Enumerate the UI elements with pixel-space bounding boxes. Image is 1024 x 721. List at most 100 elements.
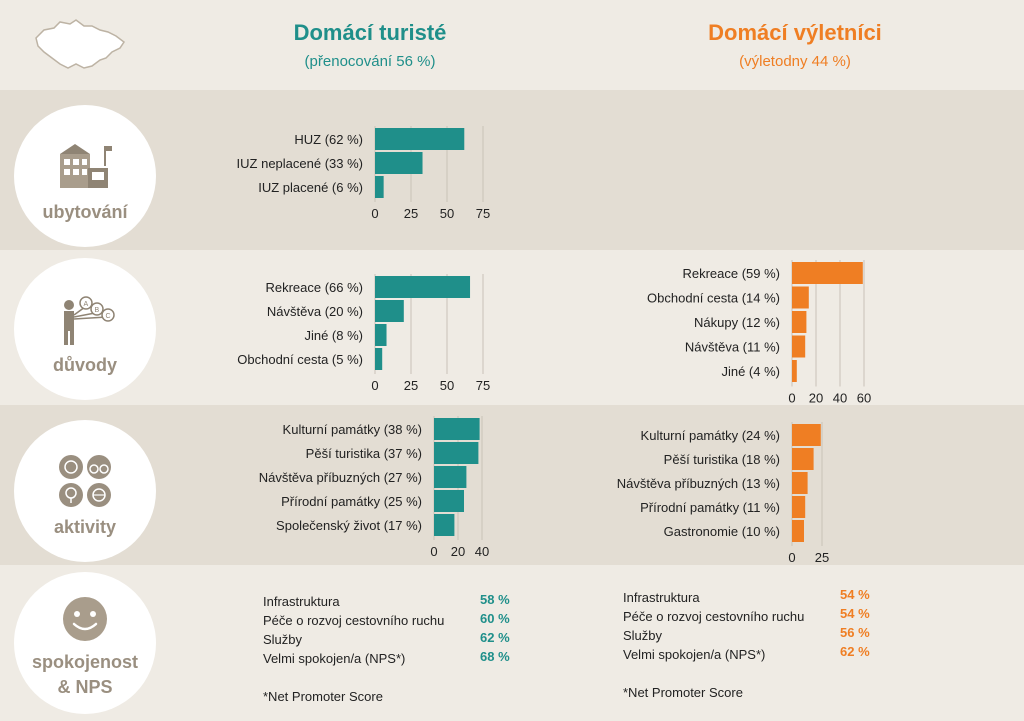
- chart-ubytovani-turiste: HUZ (62 %) IUZ neplacené (33 %) IUZ placen…: [237, 126, 490, 221]
- tick-label: 25: [815, 550, 829, 565]
- tick-label: 75: [476, 206, 490, 221]
- sat-right-value-3: 62 %: [840, 644, 870, 659]
- tick-label: 0: [788, 550, 795, 565]
- sat-left-label-3: Velmi spokojen/a (NPS*): [263, 651, 406, 666]
- sat-right-value-0: 54 %: [840, 587, 870, 602]
- sat-right-label-2: Služby: [623, 628, 663, 643]
- category-label: Gastronomie (10 %): [664, 524, 780, 539]
- sat-left-label-1: Péče o rozvoj cestovního ruchu: [263, 613, 445, 628]
- category-label: Návštěva příbuzných (13 %): [617, 476, 780, 491]
- category-label: IUZ placené (6 %): [258, 180, 363, 195]
- category-label: Pěší turistika (37 %): [306, 446, 422, 461]
- bar: [375, 152, 423, 174]
- category-label: Přírodní památky (11 %): [640, 500, 780, 515]
- chart-duvody-vyletnici: Rekreace (59 %) Obchodní cesta (14 %) Náku…: [647, 260, 871, 406]
- left-header-subtitle: (přenocování 56 %): [304, 53, 436, 70]
- sat-right-value-2: 56 %: [840, 625, 870, 640]
- building-icon: [60, 144, 112, 188]
- category-label: Jiné (4 %): [721, 364, 780, 379]
- tick-label: 75: [476, 378, 490, 393]
- svg-text:B: B: [95, 307, 100, 314]
- bar: [434, 514, 455, 536]
- chart-aktivity-turiste: Kulturní památky (38 %) Pěší turistika (3…: [259, 416, 489, 559]
- section-label-spokojenost: spokojenost: [31, 652, 138, 672]
- tick-label: 60: [857, 391, 871, 406]
- tick-label: 0: [788, 391, 795, 406]
- bar: [375, 176, 384, 198]
- sat-left-footnote: *Net Promoter Score: [263, 689, 383, 704]
- category-label: Návštěva příbuzných (27 %): [259, 470, 422, 485]
- section-circle-aktivity: aktivity: [14, 420, 156, 562]
- section-label-duvody: důvody: [52, 355, 117, 375]
- tick-label: 0: [430, 544, 437, 559]
- sat-right-label-3: Velmi spokojen/a (NPS*): [623, 647, 766, 662]
- category-label: Obchodní cesta (5 %): [237, 352, 363, 367]
- category-label: Návštěva (20 %): [267, 304, 363, 319]
- category-label: IUZ neplacené (33 %): [237, 156, 363, 171]
- tick-label: 40: [833, 391, 847, 406]
- header-band: [0, 0, 1024, 90]
- bar: [792, 472, 808, 494]
- sat-right-label-1: Péče o rozvoj cestovního ruchu: [623, 609, 805, 624]
- czech-map-icon: [30, 16, 130, 81]
- bar: [792, 286, 809, 309]
- sat-left-value-3: 68 %: [480, 649, 510, 664]
- bar: [792, 335, 806, 358]
- section-label-ubytovani: ubytování: [42, 202, 128, 222]
- svg-text:C: C: [106, 313, 111, 320]
- category-label: Kulturní památky (24 %): [641, 428, 780, 443]
- bar: [375, 300, 404, 322]
- category-label: Pěší turistika (18 %): [664, 452, 780, 467]
- category-label: Kulturní památky (38 %): [283, 422, 422, 437]
- bar: [792, 311, 807, 333]
- category-label: Přírodní památky (25 %): [281, 494, 422, 509]
- bar: [792, 496, 806, 518]
- section-circle-duvody: A B C důvody: [14, 258, 156, 400]
- person-abc-icon: A B C: [64, 296, 115, 345]
- tick-label: 50: [440, 206, 454, 221]
- category-label: Společenský život (17 %): [276, 518, 422, 533]
- sat-left-label-0: Infrastruktura: [263, 594, 340, 609]
- right-header-subtitle: (výletodny 44 %): [739, 53, 851, 70]
- svg-text:A: A: [84, 301, 89, 308]
- sat-right-label-0: Infrastruktura: [623, 590, 700, 605]
- sat-right-value-1: 54 %: [840, 606, 870, 621]
- tick-label: 25: [404, 206, 418, 221]
- section-label-aktivity: aktivity: [53, 517, 117, 537]
- chart-duvody-turiste: Rekreace (66 %) Návštěva (20 %) Jiné (8 %)…: [237, 274, 490, 393]
- bar: [792, 448, 814, 470]
- tick-label: 40: [475, 544, 489, 559]
- section-band-ubytovani: [0, 90, 1024, 250]
- sat-left-value-2: 62 %: [480, 630, 510, 645]
- tick-label: 20: [451, 544, 465, 559]
- bar: [434, 442, 479, 464]
- tick-label: 20: [809, 391, 823, 406]
- category-label: Nákupy (12 %): [694, 315, 780, 330]
- tick-label: 50: [440, 378, 454, 393]
- activities-icon: [59, 455, 111, 507]
- bar: [434, 418, 480, 440]
- bar: [792, 360, 797, 382]
- category-label: Rekreace (59 %): [682, 266, 780, 281]
- right-header-title: Domácí výletníci: [708, 20, 882, 45]
- bar: [792, 424, 821, 446]
- bar: [375, 276, 471, 298]
- category-label: Obchodní cesta (14 %): [647, 291, 780, 306]
- category-label: Návštěva (11 %): [685, 340, 780, 355]
- category-label: HUZ (62 %): [294, 132, 363, 147]
- section-band-aktivity: [0, 405, 1024, 565]
- category-label: Rekreace (66 %): [265, 280, 363, 295]
- section-circle-spokojenost: spokojenost & NPS: [14, 572, 156, 714]
- sat-left-value-1: 60 %: [480, 611, 510, 626]
- section-circle-ubytovani: ubytování: [14, 105, 156, 247]
- bar: [375, 128, 465, 150]
- chart-aktivity-vyletnici: Kulturní památky (24 %) Pěší turistika (1…: [617, 422, 829, 565]
- sat-left-value-0: 58 %: [480, 592, 510, 607]
- bar: [792, 520, 804, 542]
- bar: [792, 262, 863, 284]
- tick-label: 0: [371, 378, 378, 393]
- left-header-title: Domácí turisté: [293, 20, 447, 45]
- bar: [375, 348, 383, 370]
- section-label-nps: & NPS: [57, 677, 113, 697]
- section-band-spokojenost: [0, 565, 1024, 721]
